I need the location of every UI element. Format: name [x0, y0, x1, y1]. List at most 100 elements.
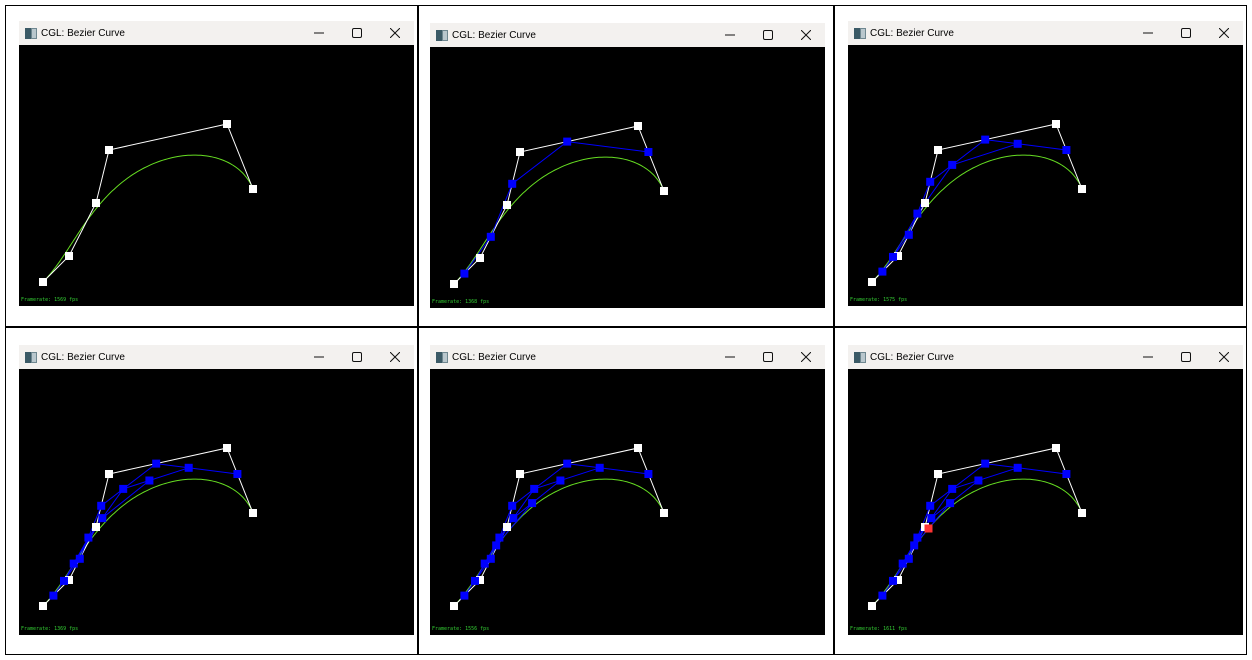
render-canvas[interactable]: Framerate: 1569 fps: [19, 45, 414, 306]
app-icon: [25, 351, 37, 363]
intermediate-point: [948, 484, 957, 493]
intermediate-point: [528, 499, 537, 508]
control-point[interactable]: [223, 444, 231, 452]
control-point[interactable]: [503, 201, 511, 209]
intermediate-point: [1062, 146, 1071, 154]
window-titlebar[interactable]: CGL: Bezier Curve: [430, 345, 825, 369]
maximize-button[interactable]: [1167, 345, 1205, 369]
render-canvas[interactable]: Framerate: 1369 fps: [19, 369, 414, 635]
control-point[interactable]: [894, 576, 902, 584]
bezier-scene[interactable]: [19, 45, 414, 306]
render-canvas[interactable]: Framerate: 1556 fps: [430, 369, 825, 635]
intermediate-point: [878, 591, 887, 600]
close-button[interactable]: [1205, 345, 1243, 369]
control-point[interactable]: [476, 576, 484, 584]
close-button[interactable]: [1205, 21, 1243, 45]
control-point[interactable]: [249, 509, 257, 517]
control-point[interactable]: [65, 252, 73, 260]
control-point[interactable]: [1078, 509, 1086, 517]
maximize-button[interactable]: [749, 23, 787, 47]
window-titlebar[interactable]: CGL: Bezier Curve: [19, 345, 414, 369]
window-title: CGL: Bezier Curve: [41, 27, 125, 39]
control-point[interactable]: [1052, 120, 1060, 128]
intermediate-point: [563, 137, 572, 146]
control-point[interactable]: [39, 602, 47, 610]
bezier-scene[interactable]: [430, 369, 825, 635]
intermediate-point: [644, 148, 653, 156]
bezier-scene[interactable]: [19, 369, 414, 635]
control-point[interactable]: [92, 523, 100, 531]
intermediate-point: [981, 459, 990, 468]
bezier-scene[interactable]: [848, 369, 1243, 635]
control-point[interactable]: [934, 146, 942, 154]
minimize-button[interactable]: [711, 23, 749, 47]
app-icon: [436, 351, 448, 363]
bezier-scene[interactable]: [430, 47, 825, 308]
intermediate-point: [595, 463, 604, 472]
minimize-icon: [1143, 32, 1153, 34]
window-titlebar[interactable]: CGL: Bezier Curve: [848, 21, 1243, 45]
control-point[interactable]: [105, 146, 113, 154]
render-canvas[interactable]: Framerate: 1575 fps: [848, 45, 1243, 306]
control-point[interactable]: [660, 187, 668, 195]
bezier-scene[interactable]: [848, 45, 1243, 306]
maximize-icon: [352, 28, 362, 38]
control-point[interactable]: [868, 278, 876, 286]
panel-cell-3: CGL: Bezier Curve Framerate: 1575 fps: [834, 5, 1247, 327]
maximize-button[interactable]: [1167, 21, 1205, 45]
minimize-button[interactable]: [1129, 345, 1167, 369]
control-point[interactable]: [660, 509, 668, 517]
control-point[interactable]: [450, 602, 458, 610]
close-button[interactable]: [787, 345, 825, 369]
control-point[interactable]: [894, 252, 902, 260]
panel-cell-5: CGL: Bezier Curve Framerate: 1556 fps: [418, 327, 834, 655]
control-point[interactable]: [105, 470, 113, 478]
control-point[interactable]: [65, 576, 73, 584]
control-point[interactable]: [634, 444, 642, 452]
control-point[interactable]: [450, 280, 458, 288]
control-point[interactable]: [503, 523, 511, 531]
intermediate-polygon: [63, 467, 189, 582]
window-titlebar[interactable]: CGL: Bezier Curve: [848, 345, 1243, 369]
control-point[interactable]: [634, 122, 642, 130]
control-polygon: [42, 123, 254, 283]
window-titlebar[interactable]: CGL: Bezier Curve: [430, 23, 825, 47]
app-icon: [25, 27, 37, 39]
window-titlebar[interactable]: CGL: Bezier Curve: [19, 21, 414, 45]
control-point[interactable]: [1052, 444, 1060, 452]
close-button[interactable]: [376, 21, 414, 45]
close-button[interactable]: [376, 345, 414, 369]
bezier-curve: [453, 156, 665, 285]
control-point[interactable]: [516, 148, 524, 156]
intermediate-point: [492, 541, 501, 550]
minimize-button[interactable]: [1129, 21, 1167, 45]
bezier-curve: [42, 478, 254, 607]
maximize-button[interactable]: [338, 21, 376, 45]
intermediate-point: [948, 160, 957, 169]
intermediate-point: [508, 501, 517, 510]
intermediate-point: [927, 514, 936, 523]
control-point[interactable]: [516, 470, 524, 478]
render-canvas[interactable]: Framerate: 1368 fps: [430, 47, 825, 308]
control-point[interactable]: [934, 470, 942, 478]
maximize-button[interactable]: [749, 345, 787, 369]
control-point[interactable]: [476, 254, 484, 262]
intermediate-point: [926, 501, 935, 510]
intermediate-point: [1062, 470, 1071, 478]
close-button[interactable]: [787, 23, 825, 47]
control-point[interactable]: [92, 199, 100, 207]
control-point[interactable]: [921, 199, 929, 207]
control-point[interactable]: [223, 120, 231, 128]
maximize-button[interactable]: [338, 345, 376, 369]
minimize-button[interactable]: [300, 21, 338, 45]
control-point[interactable]: [39, 278, 47, 286]
control-point[interactable]: [249, 185, 257, 193]
minimize-button[interactable]: [300, 345, 338, 369]
close-icon: [390, 352, 400, 362]
control-point[interactable]: [1078, 185, 1086, 193]
render-canvas[interactable]: Framerate: 1611 fps: [848, 369, 1243, 635]
control-point[interactable]: [868, 602, 876, 610]
minimize-button[interactable]: [711, 345, 749, 369]
app-window-1: CGL: Bezier Curve Framerate: 1569 fps: [19, 21, 414, 306]
intermediate-point: [981, 135, 990, 144]
